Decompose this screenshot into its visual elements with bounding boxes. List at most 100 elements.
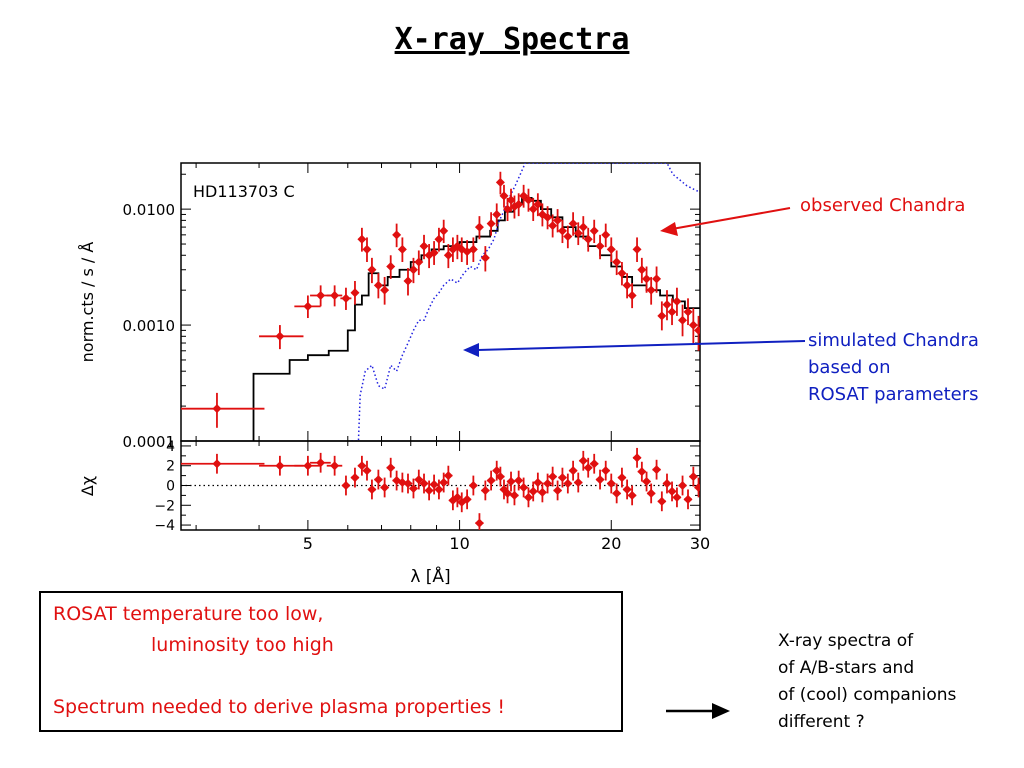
residual-point [533,472,543,493]
residual-point [503,483,513,504]
observed-point [612,250,622,276]
residual-marker [419,479,429,489]
residual-point [523,487,533,508]
residual-marker [683,494,693,504]
observed-point [403,268,413,296]
observed-point [486,212,496,236]
observed-marker [688,320,698,330]
conclusion-line-2: luminosity too high [151,634,334,656]
simulated-line [351,163,700,441]
residual-marker [688,472,698,482]
observed-point [259,325,304,350]
residual-marker [523,492,533,502]
observed-point [495,171,505,195]
observed-point [503,197,513,222]
residual-marker [533,478,543,488]
residual-marker [627,490,637,500]
residual-marker [443,471,453,481]
residual-marker [495,472,505,482]
residual-marker [612,488,622,498]
residual-point [632,447,642,468]
residual-marker [439,478,449,488]
observed-marker [543,212,553,222]
residual-point [443,465,453,486]
residual-point [350,467,360,488]
observed-marker [492,209,502,219]
observed-point [506,188,516,212]
residual-point [578,450,588,471]
residual-point [528,481,538,502]
observed-marker [474,222,484,232]
observed-point [667,298,677,326]
observed-marker [646,285,656,295]
observed-marker [503,204,513,214]
observed-marker [553,215,563,225]
residual-marker [503,488,513,498]
residual-point [514,470,524,491]
residual-point [694,477,700,498]
observed-point [462,240,472,265]
residual-marker [414,475,424,485]
observed-arrow-head [660,222,678,236]
observed-point [350,280,360,305]
residual-marker [589,459,599,469]
observed-point [548,214,558,238]
observed-marker [523,195,533,205]
observed-arrow-line [671,207,791,230]
residual-point [357,455,367,476]
y-axis-label: norm.cts / s / Å [78,242,97,363]
observed-point [637,257,647,284]
residual-tick-label: 4 [166,439,175,455]
residual-point [563,473,573,494]
residual-tick-label: −2 [154,498,175,514]
residual-marker [657,496,667,506]
residual-marker [506,477,516,487]
observed-marker [357,234,367,244]
residual-point [672,487,682,508]
observed-point [595,234,605,260]
simulated-line-3: ROSAT parameters [808,384,979,405]
observed-marker [362,244,372,254]
residual-point [468,475,478,496]
observed-marker [622,280,632,290]
residual-tick-label: 2 [166,459,175,475]
residual-series [181,447,700,530]
observed-series [181,171,700,428]
residual-point [486,470,496,491]
observed-marker [367,265,377,275]
observed-marker [557,226,567,236]
residual-point [373,469,383,490]
residual-point [617,467,627,488]
residual-marker [519,482,529,492]
residual-point [627,485,637,506]
observed-point [392,223,402,248]
observed-point [528,197,538,222]
observed-marker [627,290,637,300]
residual-point [509,485,519,506]
observed-point [606,237,616,262]
summary-line-3: of (cool) companions [778,685,957,705]
residual-point [622,479,632,500]
residual-marker [563,479,573,489]
conclusion-line-3: Spectrum needed to derive plasma propert… [53,696,505,718]
residual-point [386,457,396,478]
observed-marker [414,257,424,267]
observed-marker [380,285,390,295]
observed-marker [563,232,573,242]
observed-marker [667,307,677,317]
residual-marker [486,476,496,486]
observed-marker [386,262,396,272]
slide-title: X-ray Spectra [394,22,630,57]
residual-point [429,474,439,495]
main-frame [180,162,701,442]
residual-point [646,483,656,504]
residual-point [543,473,553,494]
residual-marker [474,518,484,528]
observed-point [617,261,627,286]
residual-point [573,472,583,493]
residual-marker [452,492,462,502]
simulated-line-2: based on [808,357,891,378]
y-tick-label: 0.0100 [123,201,176,219]
observed-point [589,219,599,244]
simulated-arrow-head [463,343,479,357]
